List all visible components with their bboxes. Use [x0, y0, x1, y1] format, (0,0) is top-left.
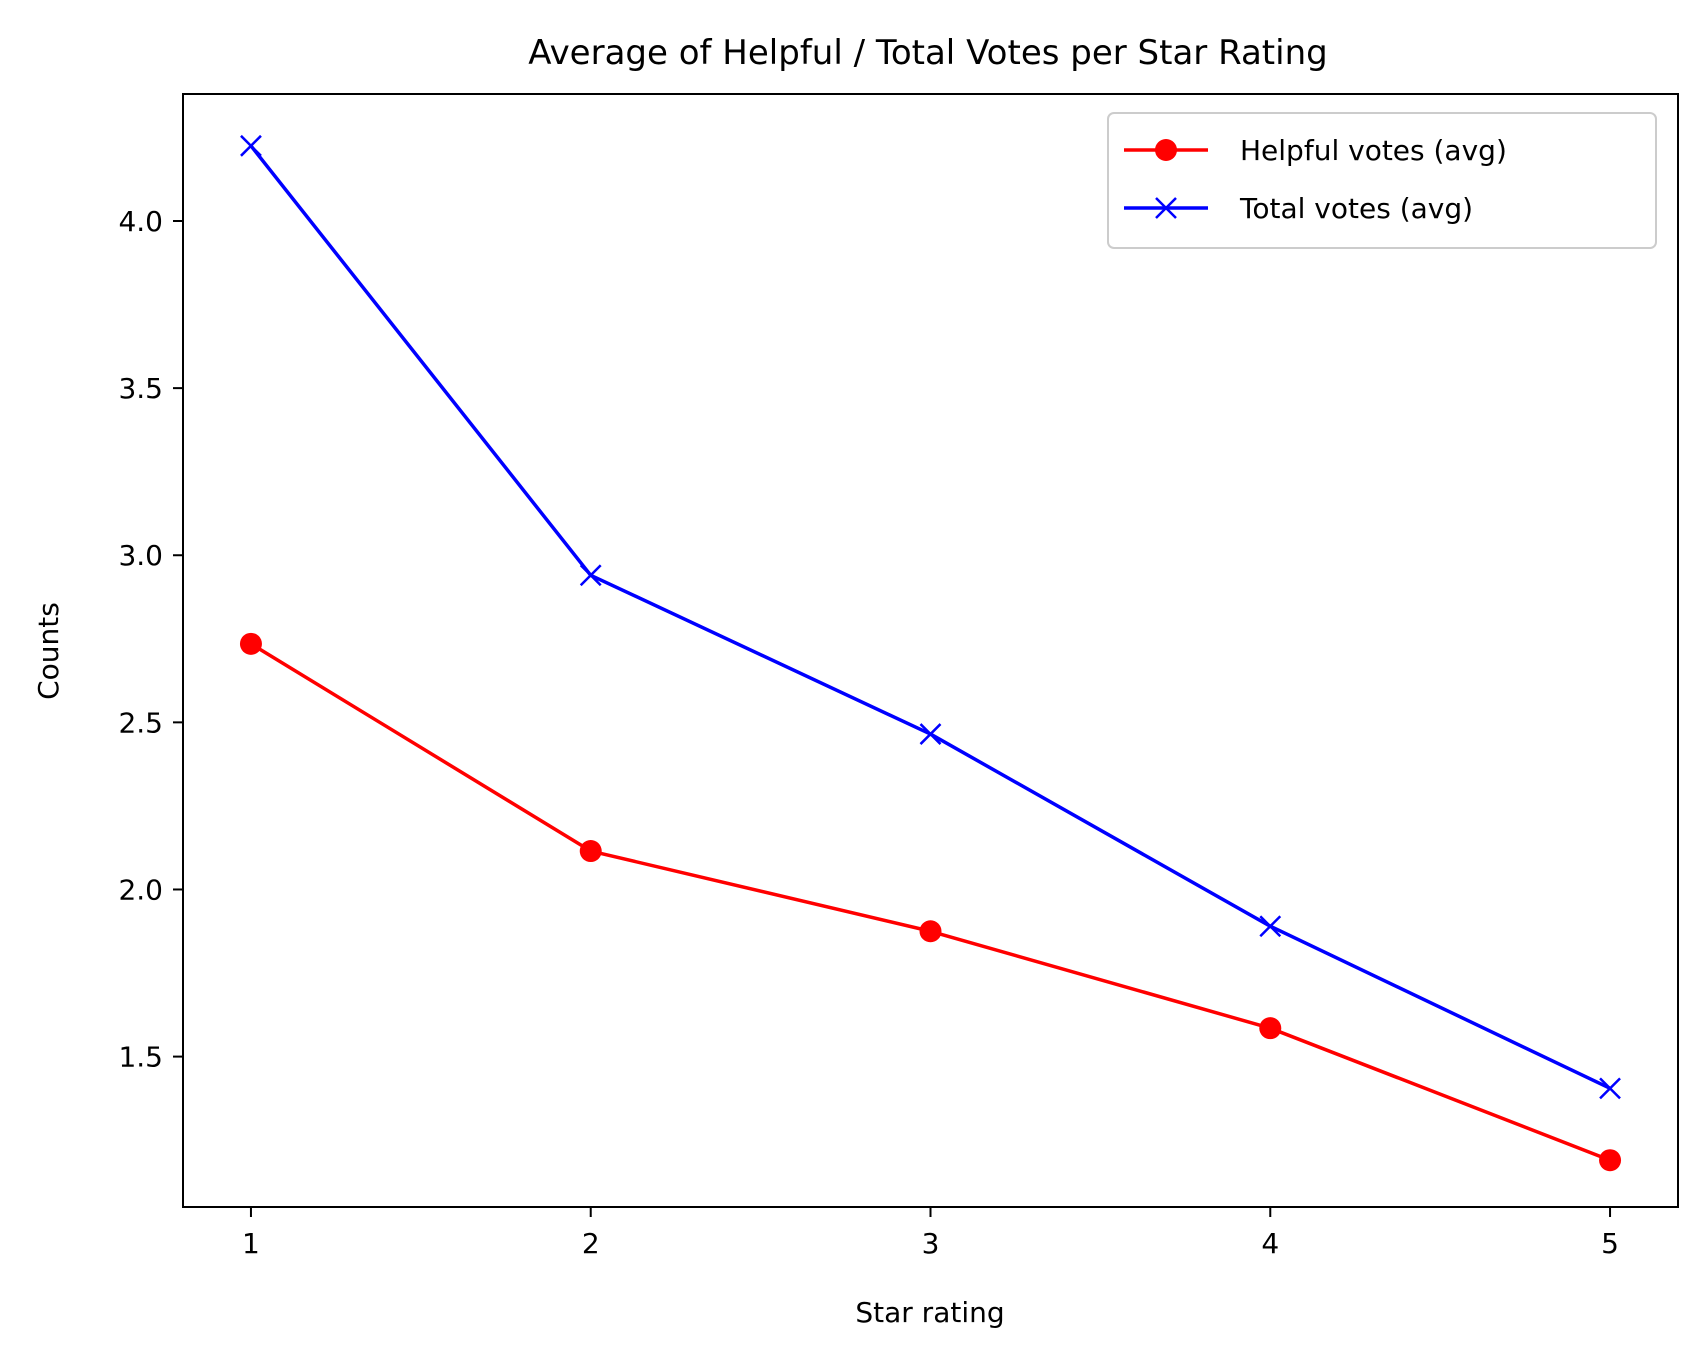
total-votes-avg-point — [1599, 1077, 1621, 1100]
y-tick-label: 4.0 — [118, 205, 163, 238]
x-tick-label: 1 — [242, 1227, 260, 1260]
x-axis-label: Star rating — [855, 1296, 1004, 1329]
y-tick-label: 2.5 — [118, 706, 163, 739]
legend: Helpful votes (avg) Total votes (avg) — [1107, 112, 1657, 249]
total-votes-avg-point — [240, 134, 262, 157]
helpful-votes-avg-point — [1259, 1017, 1282, 1040]
chart-title: Average of Helpful / Total Votes per Sta… — [528, 33, 1327, 73]
legend-label: Helpful votes (avg) — [1240, 134, 1507, 167]
legend-helpful-votes-avg-point — [1155, 139, 1177, 161]
y-tick-label: 3.0 — [118, 539, 163, 572]
helpful-votes-avg-point — [239, 632, 262, 655]
y-tick-label: 1.5 — [118, 1041, 163, 1074]
y-tick-label: 2.0 — [118, 873, 163, 906]
y-tick-label: 3.5 — [118, 372, 163, 405]
total-votes-avg-point — [1259, 915, 1282, 938]
helpful-votes-avg-point — [1599, 1149, 1622, 1172]
legend-label: Total votes (avg) — [1239, 192, 1473, 225]
helpful-votes-avg-point — [919, 920, 942, 943]
y-axis-label: Counts — [32, 602, 65, 700]
x-tick-label: 4 — [1261, 1227, 1279, 1260]
helpful-votes-avg-series-line — [250, 642, 1611, 1162]
legend-total-votes-avg-point — [1155, 197, 1177, 219]
total-votes-avg-series-line — [249, 144, 1611, 1090]
x-tick-label: 3 — [922, 1227, 940, 1260]
x-tick-label: 5 — [1601, 1227, 1619, 1260]
x-tick-label: 2 — [582, 1227, 600, 1260]
legend-box — [1107, 112, 1657, 249]
helpful-votes-avg-point — [579, 840, 602, 863]
total-votes-avg-point — [579, 564, 602, 587]
plot-frame — [182, 93, 1679, 1208]
total-votes-avg-point — [919, 723, 942, 745]
